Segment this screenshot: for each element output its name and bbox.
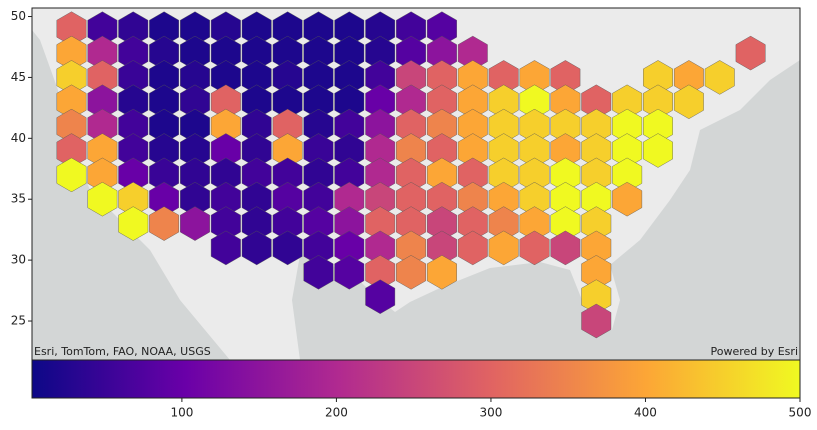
y-tick-label: 30 — [11, 253, 26, 267]
hexbin-cell — [519, 230, 550, 266]
hexbin-cell — [457, 230, 488, 266]
hexbin-cell — [118, 206, 149, 241]
hexbin-cell — [704, 60, 735, 95]
hexbin-cell — [674, 84, 704, 120]
hexbin-cell — [87, 181, 118, 217]
attribution: Esri, TomTom, FAO, NOAA, USGS — [34, 345, 211, 358]
y-tick-label: 45 — [11, 70, 26, 84]
y-tick-label: 40 — [11, 131, 26, 145]
colorbar-tick-label: 200 — [325, 406, 348, 420]
hexbin-cell — [56, 157, 87, 193]
y-tick-label: 50 — [11, 9, 26, 23]
hexbin-cell — [735, 35, 766, 71]
hexbin-cell — [396, 255, 426, 290]
colorbar — [31, 359, 801, 399]
colorbar-tick-label: 400 — [634, 406, 657, 420]
colorbar-tick-label: 100 — [170, 406, 193, 420]
hexbin-cell — [149, 206, 180, 241]
hexbin-cell — [334, 255, 365, 290]
powered-by: Powered by Esri — [710, 345, 798, 358]
hexbin-cell — [612, 181, 643, 217]
y-tick-label: 25 — [11, 314, 26, 328]
hexbin-cell — [303, 255, 334, 290]
hexbin-cell — [488, 230, 519, 266]
hexbin-cell — [581, 303, 612, 339]
colorbar-tick-label: 500 — [789, 406, 812, 420]
hexbin-cell — [272, 230, 303, 266]
y-tick-label: 35 — [11, 192, 26, 206]
hexbin-cell — [427, 255, 457, 290]
colorbar-tick-label: 300 — [479, 406, 502, 420]
hexbin-cell — [210, 230, 241, 266]
hexbin-cell — [241, 230, 272, 266]
hexbin-cell — [643, 133, 673, 168]
hexbin-cell — [550, 230, 581, 266]
hexbin-cell — [180, 206, 210, 241]
hexbin-cell — [365, 279, 396, 314]
